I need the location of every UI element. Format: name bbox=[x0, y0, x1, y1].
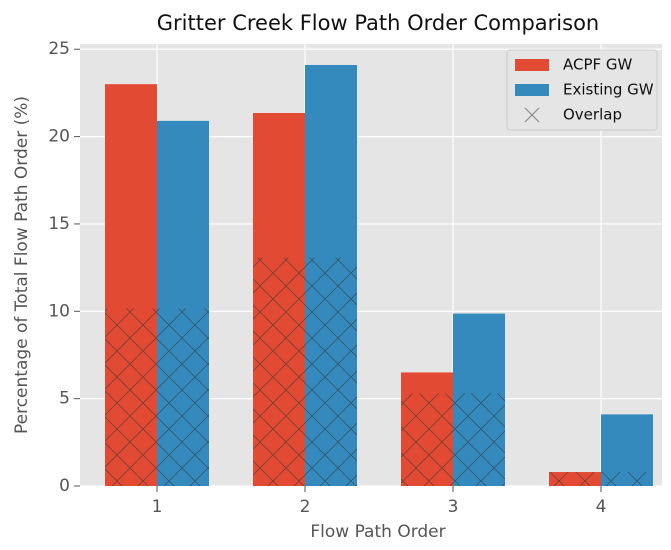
overlap-region bbox=[253, 257, 357, 486]
y-tick-label: 25 bbox=[48, 39, 70, 59]
overlap-region bbox=[549, 472, 653, 486]
y-tick-label: 5 bbox=[59, 389, 70, 409]
legend-marker bbox=[524, 107, 540, 123]
x-tick-label: 2 bbox=[300, 497, 311, 517]
x-tick-label: 1 bbox=[152, 497, 163, 517]
y-tick-label: 10 bbox=[48, 301, 70, 321]
chart-title: Gritter Creek Flow Path Order Comparison bbox=[157, 11, 599, 35]
legend-swatch bbox=[515, 59, 549, 71]
y-tick-label: 0 bbox=[59, 476, 70, 496]
legend-label: ACPF GW bbox=[563, 56, 633, 74]
overlap-region bbox=[401, 393, 505, 486]
y-axis-label: Percentage of Total Flow Path Order (%) bbox=[12, 96, 32, 434]
x-tick-label: 4 bbox=[596, 497, 607, 517]
y-tick-label: 20 bbox=[48, 127, 70, 147]
x-tick-label: 3 bbox=[448, 497, 459, 517]
legend-label: Overlap bbox=[563, 106, 622, 124]
y-tick-label: 15 bbox=[48, 214, 70, 234]
legend-swatch bbox=[515, 84, 549, 96]
legend-label: Existing GW bbox=[563, 81, 654, 99]
overlap-region bbox=[105, 308, 209, 486]
x-axis-label: Flow Path Order bbox=[310, 522, 445, 542]
